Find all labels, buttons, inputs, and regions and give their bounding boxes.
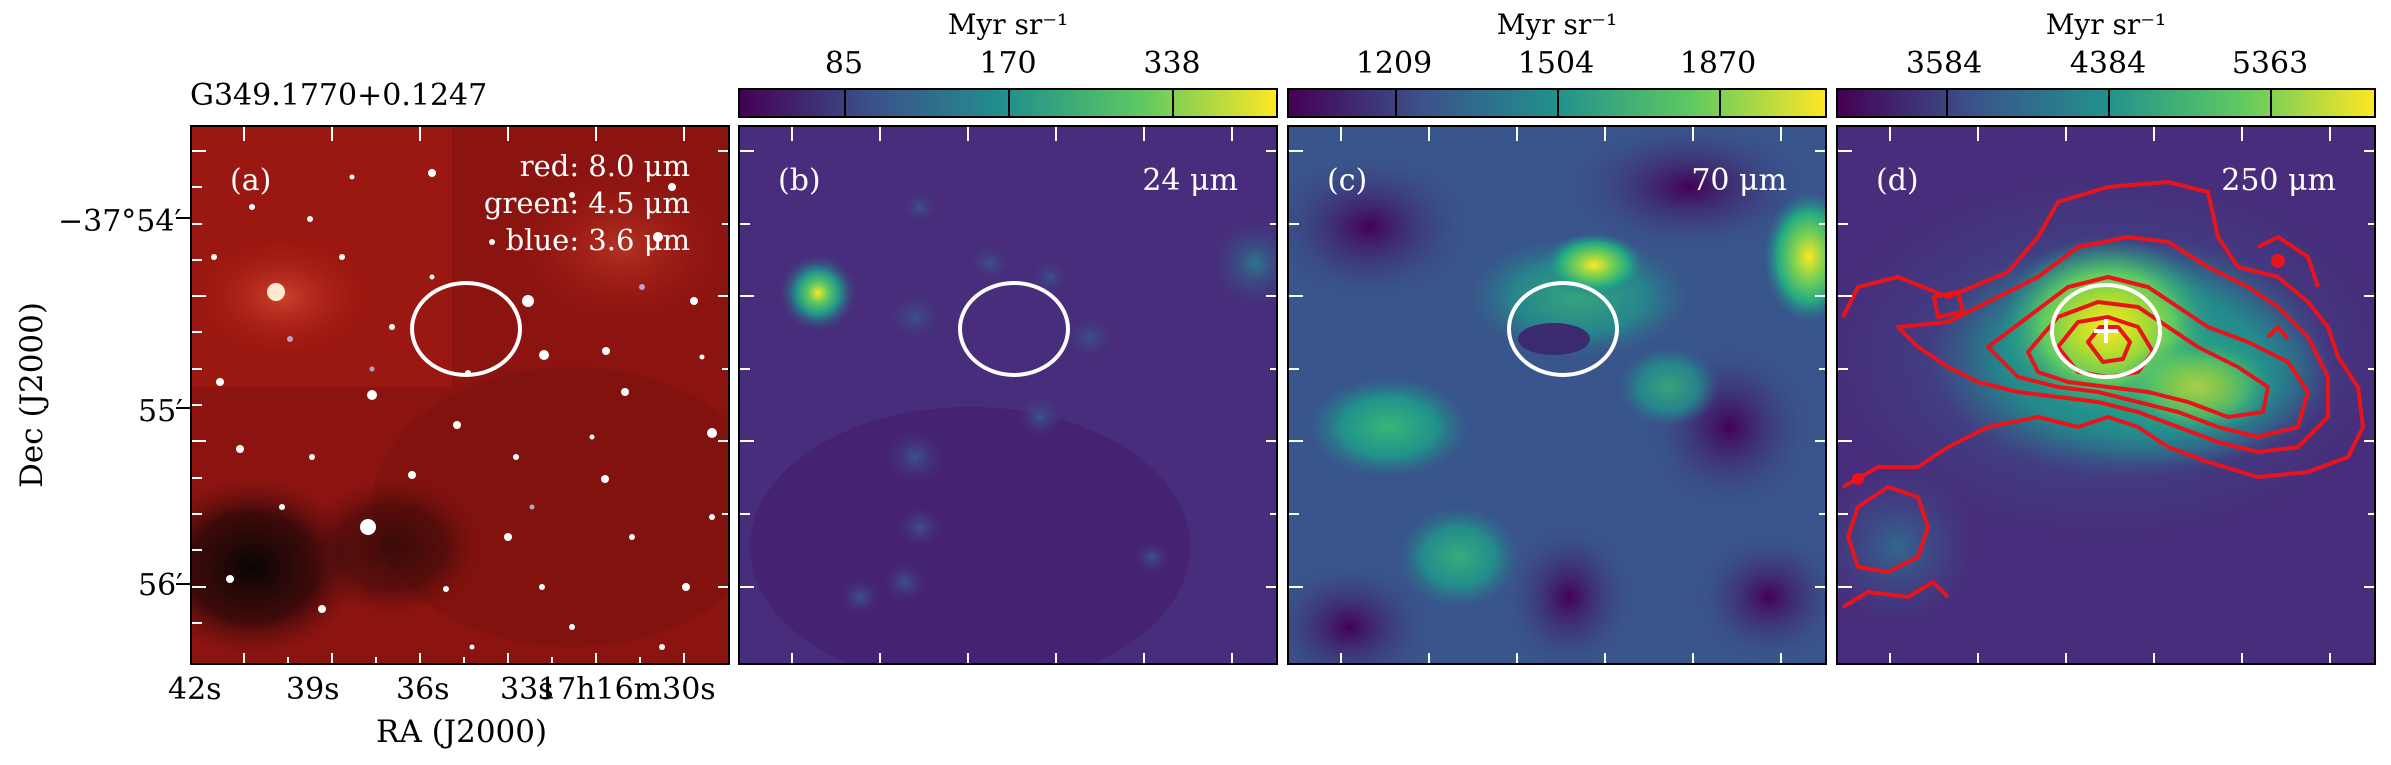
source-name: G349.1770+0.1247 bbox=[190, 78, 488, 113]
x-tick-label: 33s bbox=[500, 672, 554, 707]
y-tick-label: 55′ bbox=[138, 394, 183, 429]
colorbar-tick-c: 1504 bbox=[1517, 46, 1595, 81]
rgb-legend-red: red: 8.0 μm bbox=[519, 149, 690, 183]
panel-a-label: (a) bbox=[230, 163, 272, 198]
panel-b-wavelength: 24 μm bbox=[1142, 163, 1238, 198]
panel-a-rgb-image: (a) red: 8.0 μm green: 4.5 μm blue: 3.6 … bbox=[190, 125, 730, 665]
y-axis-tick bbox=[176, 583, 190, 585]
x-axis-label: RA (J2000) bbox=[376, 714, 548, 750]
colorbar-d bbox=[1836, 88, 2376, 118]
y-tick-label: −37°54′ bbox=[58, 204, 182, 239]
x-tick-label: 17h16m30s bbox=[538, 672, 716, 707]
colorbar-c bbox=[1287, 88, 1827, 118]
panel-d-label: (d) bbox=[1876, 163, 1919, 198]
rgb-legend-green: green: 4.5 μm bbox=[483, 186, 690, 220]
panel-c-70um-image: (c) 70 μm bbox=[1287, 125, 1827, 665]
colorbar-unit-c: Myr sr⁻¹ bbox=[1496, 8, 1618, 41]
colorbar-tick-c: 1870 bbox=[1679, 46, 1757, 81]
panel-c-label: (c) bbox=[1327, 163, 1368, 198]
colorbar-tick-b: 85 bbox=[824, 46, 864, 81]
panel-c-wavelength: 70 μm bbox=[1691, 163, 1787, 198]
panel-d-wavelength: 250 μm bbox=[2221, 163, 2336, 198]
x-tick-label: 42s bbox=[168, 672, 222, 707]
rgb-legend-blue: blue: 3.6 μm bbox=[505, 223, 690, 257]
colorbar-tick-c: 1209 bbox=[1355, 46, 1433, 81]
y-axis-tick bbox=[176, 217, 190, 219]
colorbar-b bbox=[738, 88, 1278, 118]
colorbar-tick-b: 170 bbox=[979, 46, 1037, 81]
panel-d-250um-image: (d) 250 μm bbox=[1836, 125, 2376, 665]
y-tick-label: 56′ bbox=[138, 568, 183, 603]
panel-b-24um-image: (b) 24 μm bbox=[738, 125, 1278, 665]
colorbar-tick-b: 338 bbox=[1143, 46, 1201, 81]
x-tick-label: 39s bbox=[286, 672, 340, 707]
y-axis-tick bbox=[176, 407, 190, 409]
colorbar-tick-d: 4384 bbox=[2069, 46, 2147, 81]
colorbar-tick-d: 3584 bbox=[1905, 46, 1983, 81]
colorbar-unit-d: Myr sr⁻¹ bbox=[2045, 8, 2167, 41]
colorbar-tick-d: 5363 bbox=[2231, 46, 2309, 81]
colorbar-unit-b: Myr sr⁻¹ bbox=[947, 8, 1069, 41]
y-axis-label: Dec (J2000) bbox=[14, 302, 50, 488]
x-tick-label: 36s bbox=[396, 672, 450, 707]
panel-b-label: (b) bbox=[778, 163, 821, 198]
